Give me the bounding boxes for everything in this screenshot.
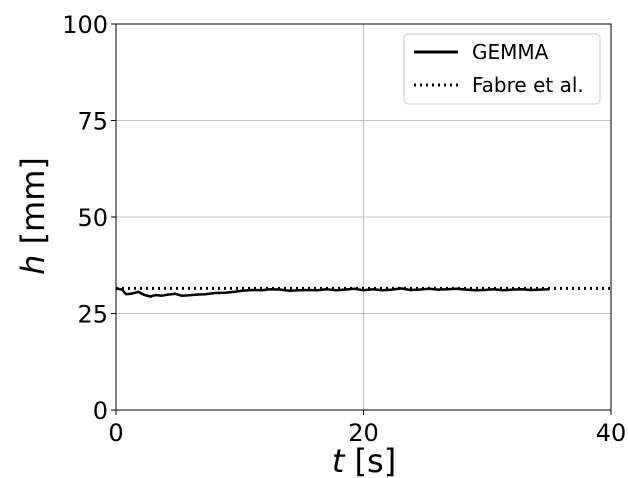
x-axis-unit [344,442,354,478]
x-axis-variable: t [332,442,346,478]
y-tick-label: 100 [62,11,108,39]
y-axis-variable: h [14,255,52,275]
series-line-gemma [115,287,550,298]
legend-label-fabre: Fabre et al. [472,73,584,97]
x-axis-label: t [s] [332,442,396,478]
y-tick-label: 0 [93,397,108,425]
x-axis-unit-text: [s] [355,442,397,478]
y-tick-label: 25 [77,301,108,329]
y-axis-unit [14,244,52,254]
legend: GEMMA Fabre et al. [403,33,601,105]
tick-marks [111,23,612,415]
x-tick-label: 0 [108,419,123,447]
y-tick-label: 75 [77,108,108,136]
tick-labels: 0 20 40 0 25 50 75 100 [62,11,626,447]
y-axis-unit-text: [mm] [14,157,52,244]
y-axis-label: h [mm] [14,157,52,275]
x-tick-label: 20 [348,419,379,447]
series-layer [115,286,611,298]
x-tick-label: 40 [596,419,627,447]
y-tick-label: 50 [77,204,108,232]
legend-label-gemma: GEMMA [472,40,549,64]
